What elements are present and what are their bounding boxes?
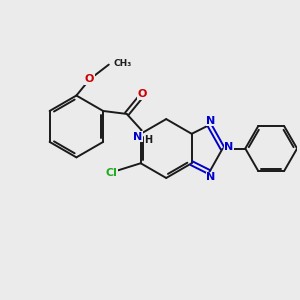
Text: Cl: Cl: [106, 168, 118, 178]
Text: N: N: [206, 172, 215, 182]
Text: N: N: [206, 116, 215, 126]
Text: H: H: [144, 135, 152, 146]
Text: N: N: [133, 132, 142, 142]
Text: O: O: [138, 89, 147, 99]
Text: O: O: [85, 74, 94, 84]
Text: CH₃: CH₃: [113, 58, 131, 68]
Text: N: N: [224, 142, 234, 152]
